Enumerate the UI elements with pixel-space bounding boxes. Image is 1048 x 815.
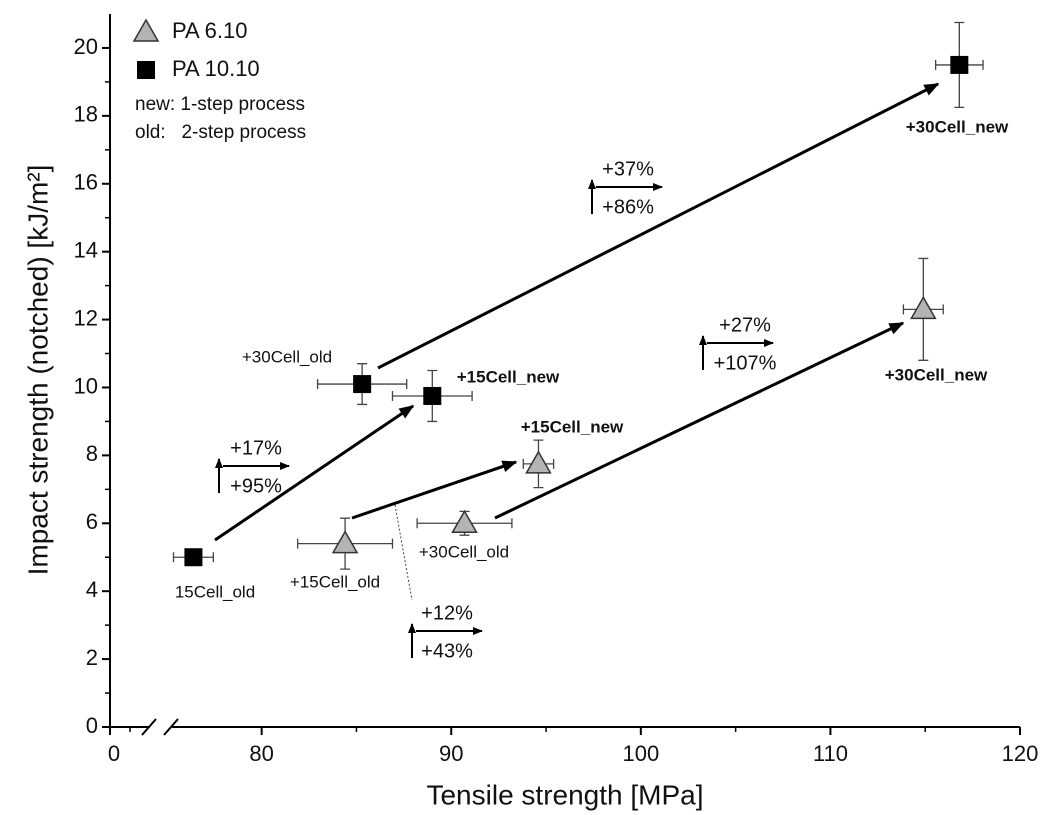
x-tick-label: 90 [439, 741, 463, 766]
y-tick-label: 20 [74, 34, 98, 59]
x-tick-label: 120 [1002, 741, 1039, 766]
annotation: +95% [230, 475, 282, 497]
annotation: +27% [719, 314, 771, 336]
point-label: +30Cell_new [885, 365, 988, 384]
legend-note: old: 2-step process [135, 122, 306, 143]
legend-note: new: 1-step process [135, 94, 305, 115]
arrow [494, 321, 905, 520]
point-label: +15Cell_new [521, 417, 624, 436]
y-tick-label: 0 [86, 713, 98, 738]
annotation: +12% [421, 602, 473, 624]
point-label: 15Cell_old [175, 582, 255, 601]
point [910, 295, 937, 320]
annotation: +86% [602, 196, 654, 218]
point [525, 450, 552, 474]
point-label: +15Cell_new [457, 367, 560, 386]
legend-label: PA 10.10 [172, 56, 260, 81]
axis-break [141, 718, 157, 736]
annotation: +43% [421, 640, 473, 662]
legend-marker [132, 18, 160, 42]
point [451, 509, 478, 534]
arrow [214, 404, 415, 542]
point-label: +30Cell_old [242, 347, 332, 366]
dotted-line [394, 504, 413, 601]
x-tick-label: 100 [622, 741, 659, 766]
point [331, 530, 359, 554]
legend-label: PA 6.10 [172, 18, 247, 43]
y-tick-label: 16 [74, 170, 98, 195]
point-label: +30Cell_old [419, 542, 509, 561]
y-tick-label: 4 [86, 577, 98, 602]
y-tick-label: 18 [74, 102, 98, 127]
x-tick-label: 110 [813, 741, 848, 766]
axis-break [163, 718, 179, 736]
y-tick-label: 14 [74, 237, 98, 262]
point [423, 386, 442, 405]
y-tick-label: 8 [86, 441, 98, 466]
x-tick-label: 80 [249, 741, 273, 766]
x-tick-label: 0 [108, 741, 120, 766]
annotation: +107% [714, 352, 777, 374]
point-label: +30Cell_new [906, 117, 1009, 136]
point [184, 548, 203, 567]
axis-break-gap [150, 721, 172, 733]
y-tick-label: 6 [86, 509, 98, 534]
annotation: +37% [602, 158, 654, 180]
arrow [351, 460, 518, 520]
x-axis-label: Tensile strength [MPa] [426, 779, 703, 810]
y-tick-label: 12 [74, 305, 98, 330]
y-tick-label: 2 [86, 645, 98, 670]
point [353, 375, 372, 394]
point [950, 55, 969, 74]
arrow [377, 82, 940, 370]
y-axis-label: Impact strength (notched) [kJ/m²] [22, 165, 53, 576]
legend-marker [137, 61, 155, 79]
y-tick-label: 10 [74, 373, 98, 398]
annotation: +17% [230, 437, 282, 459]
point-label: +15Cell_old [290, 572, 380, 591]
